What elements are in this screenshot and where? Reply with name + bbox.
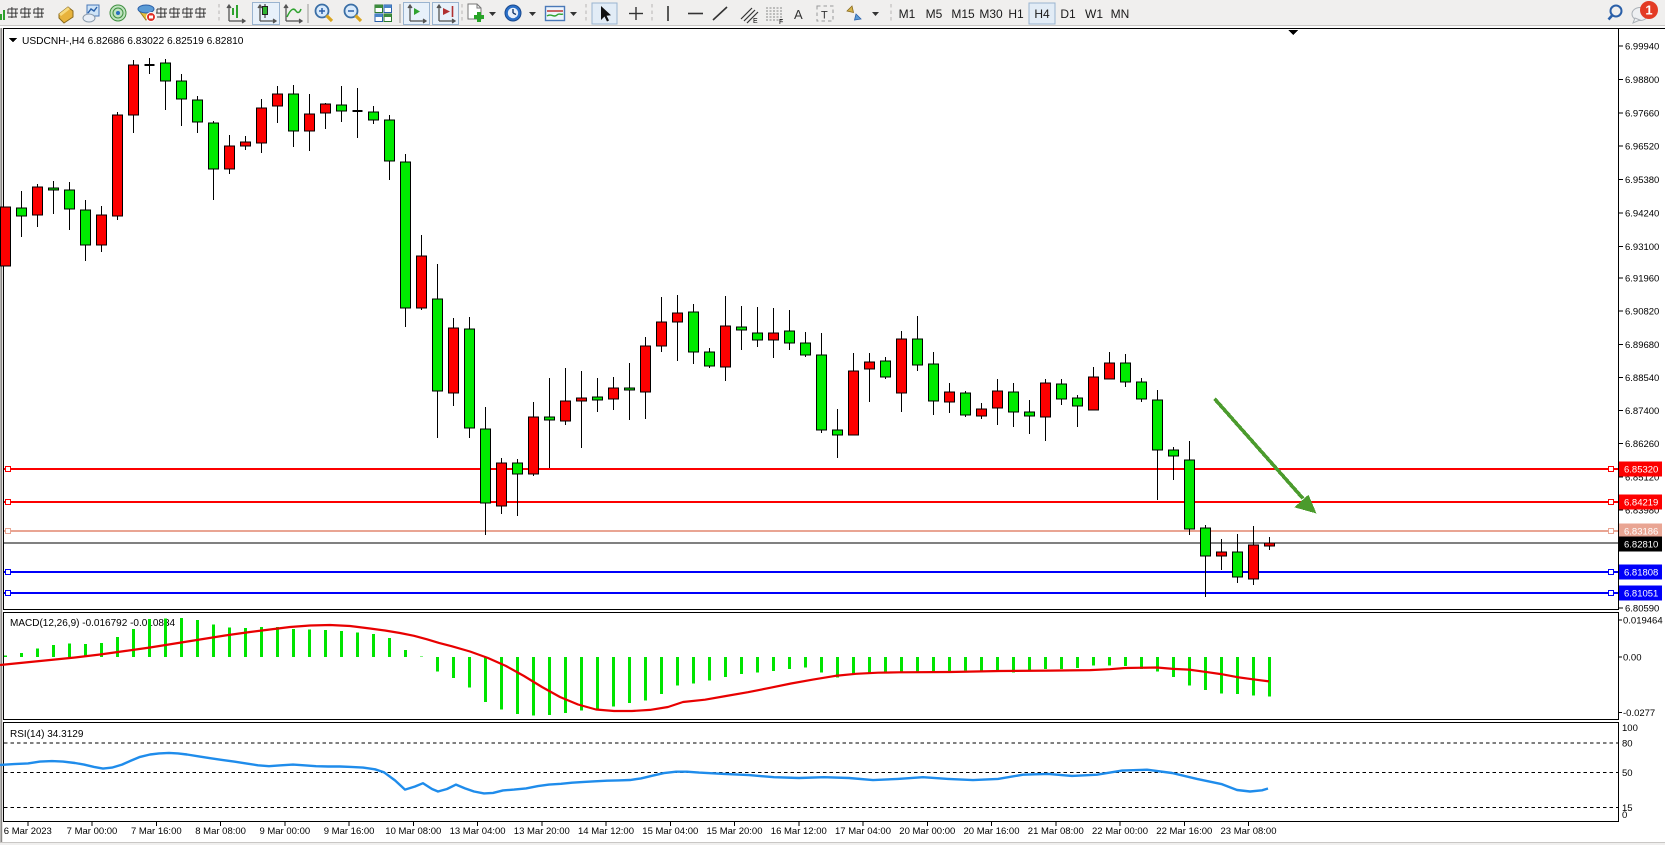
svg-text:16 Mar 12:00: 16 Mar 12:00	[771, 826, 827, 837]
svg-text:22 Mar 00:00: 22 Mar 00:00	[1092, 826, 1148, 837]
svg-text:20 Mar 16:00: 20 Mar 16:00	[964, 826, 1020, 837]
svg-text:80: 80	[1622, 739, 1633, 750]
svg-text:6.84219: 6.84219	[1624, 498, 1658, 509]
svg-text:6.89680: 6.89680	[1625, 340, 1659, 351]
svg-text:1: 1	[1645, 3, 1652, 18]
svg-text:F: F	[779, 19, 783, 26]
svg-text:-0.0277: -0.0277	[1623, 708, 1655, 719]
svg-text:6.91960: 6.91960	[1625, 274, 1659, 285]
svg-text:6.83186: 6.83186	[1624, 527, 1658, 538]
svg-text:MACD(12,26,9) -0.016792 -0.010: MACD(12,26,9) -0.016792 -0.010834	[10, 618, 176, 629]
svg-text:15 Mar 20:00: 15 Mar 20:00	[707, 826, 763, 837]
svg-text:8 Mar 08:00: 8 Mar 08:00	[195, 826, 246, 837]
svg-text:50: 50	[1622, 768, 1633, 779]
svg-text:0.00: 0.00	[1623, 653, 1642, 664]
svg-text:20 Mar 00:00: 20 Mar 00:00	[899, 826, 955, 837]
svg-text:6.88540: 6.88540	[1625, 373, 1659, 384]
svg-text:6.90820: 6.90820	[1625, 307, 1659, 318]
svg-text:M5: M5	[926, 7, 943, 21]
svg-text:6.94240: 6.94240	[1625, 209, 1659, 220]
svg-text:6.85120: 6.85120	[1625, 473, 1659, 484]
svg-text:A: A	[794, 7, 803, 22]
svg-text:MN: MN	[1111, 7, 1130, 21]
svg-text:6.98800: 6.98800	[1625, 75, 1659, 86]
svg-text:6.80590: 6.80590	[1625, 604, 1659, 615]
svg-text:M30: M30	[979, 7, 1003, 21]
svg-text:0.019464: 0.019464	[1623, 616, 1663, 627]
svg-text:6.87400: 6.87400	[1625, 406, 1659, 417]
svg-text:6 Mar 2023: 6 Mar 2023	[4, 826, 52, 837]
svg-text:M1: M1	[899, 7, 916, 21]
svg-text:0: 0	[1622, 810, 1627, 821]
svg-text:15 Mar 04:00: 15 Mar 04:00	[642, 826, 698, 837]
svg-text:E: E	[753, 18, 758, 25]
svg-text:6.95380: 6.95380	[1625, 175, 1659, 186]
svg-text:D1: D1	[1060, 7, 1076, 21]
svg-text:6.83980: 6.83980	[1625, 506, 1659, 517]
svg-text:22 Mar 16:00: 22 Mar 16:00	[1156, 826, 1212, 837]
svg-text:23 Mar 08:00: 23 Mar 08:00	[1221, 826, 1277, 837]
svg-text:7 Mar 00:00: 7 Mar 00:00	[67, 826, 118, 837]
svg-text:6.86260: 6.86260	[1625, 439, 1659, 450]
svg-text:6.81051: 6.81051	[1624, 589, 1658, 600]
svg-text:17 Mar 04:00: 17 Mar 04:00	[835, 826, 891, 837]
svg-text:7 Mar 16:00: 7 Mar 16:00	[131, 826, 182, 837]
svg-text:RSI(14) 34.3129: RSI(14) 34.3129	[10, 729, 84, 740]
svg-text:M15: M15	[951, 7, 975, 21]
svg-text:13 Mar 04:00: 13 Mar 04:00	[450, 826, 506, 837]
svg-text:13 Mar 20:00: 13 Mar 20:00	[514, 826, 570, 837]
svg-text:9 Mar 16:00: 9 Mar 16:00	[324, 826, 375, 837]
svg-text:6.96520: 6.96520	[1625, 142, 1659, 153]
svg-text:100: 100	[1622, 723, 1638, 734]
svg-text:H4: H4	[1034, 7, 1050, 21]
svg-text:6.99940: 6.99940	[1625, 42, 1659, 53]
svg-text:6.82810: 6.82810	[1624, 540, 1658, 551]
svg-text:6.97660: 6.97660	[1625, 109, 1659, 120]
svg-text:T: T	[821, 10, 828, 22]
svg-text:H1: H1	[1008, 7, 1024, 21]
svg-text:USDCNH-,H4 6.82686 6.83022 6.: USDCNH-,H4 6.82686 6.83022 6.82519 6.828…	[22, 36, 244, 47]
svg-text:9 Mar 00:00: 9 Mar 00:00	[259, 826, 310, 837]
svg-text:6.85320: 6.85320	[1624, 465, 1658, 476]
svg-text:6.93100: 6.93100	[1625, 242, 1659, 253]
svg-text:6.81808: 6.81808	[1624, 568, 1658, 579]
svg-text:15: 15	[1622, 803, 1633, 814]
svg-text:14 Mar 12:00: 14 Mar 12:00	[578, 826, 634, 837]
svg-text:10 Mar 08:00: 10 Mar 08:00	[385, 826, 441, 837]
svg-text:21 Mar 08:00: 21 Mar 08:00	[1028, 826, 1084, 837]
svg-text:W1: W1	[1085, 7, 1103, 21]
